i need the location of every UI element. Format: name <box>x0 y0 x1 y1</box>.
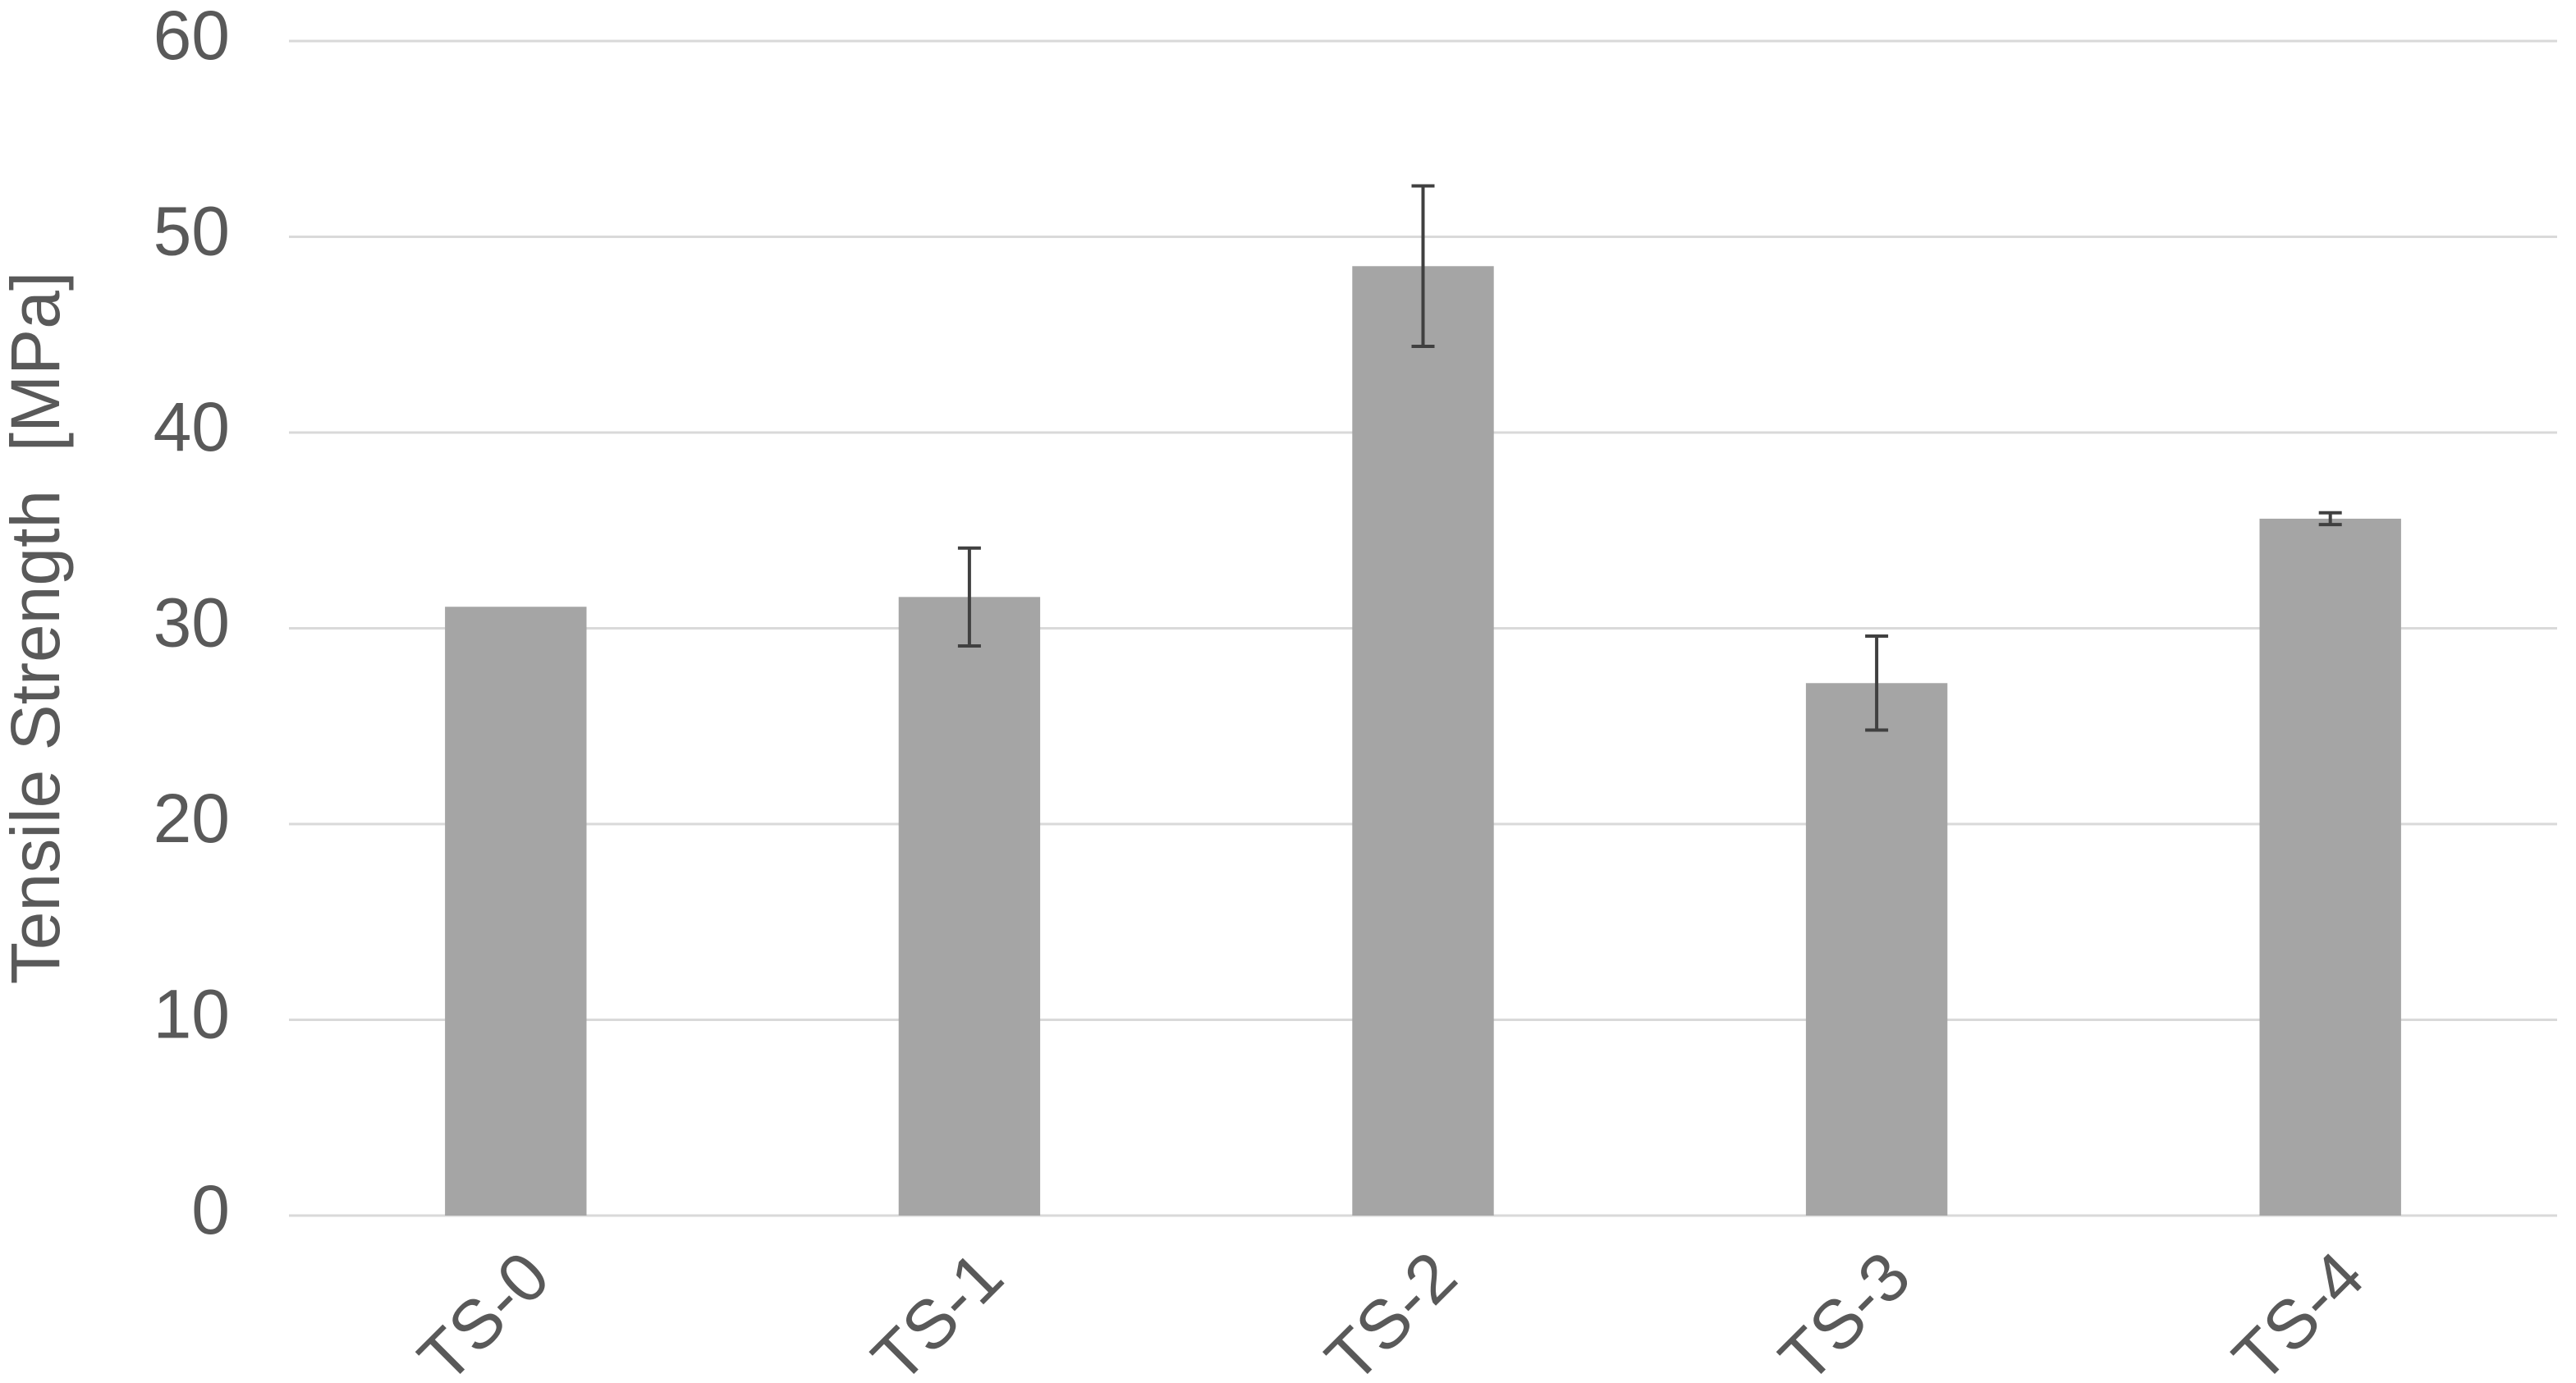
x-tick-label: TS-3 <box>1764 1237 1924 1383</box>
bar <box>898 597 1041 1216</box>
error-bar <box>1865 634 1889 732</box>
bar <box>1352 266 1494 1216</box>
y-tick-label: 30 <box>154 584 230 662</box>
y-tick-label: 10 <box>154 976 230 1053</box>
bar <box>445 607 587 1216</box>
error-bar <box>957 546 981 648</box>
x-tick-label: TS-0 <box>404 1237 564 1383</box>
bar <box>2259 518 2401 1216</box>
error-bar <box>2318 511 2342 527</box>
y-tick-label: 50 <box>154 193 230 270</box>
x-tick-label: TS-2 <box>1311 1237 1471 1383</box>
y-tick-label: 40 <box>154 388 230 465</box>
x-tick-label: TS-4 <box>2218 1237 2378 1383</box>
y-tick-label: 20 <box>154 780 230 857</box>
x-tick-label: TS-1 <box>857 1237 1017 1383</box>
y-tick-label: 60 <box>154 0 230 74</box>
bar <box>1805 683 1948 1216</box>
y-axis-label: Tensile Strength [MPa] <box>0 272 74 984</box>
y-tick-label: 0 <box>191 1171 230 1248</box>
error-bar <box>1411 184 1435 349</box>
